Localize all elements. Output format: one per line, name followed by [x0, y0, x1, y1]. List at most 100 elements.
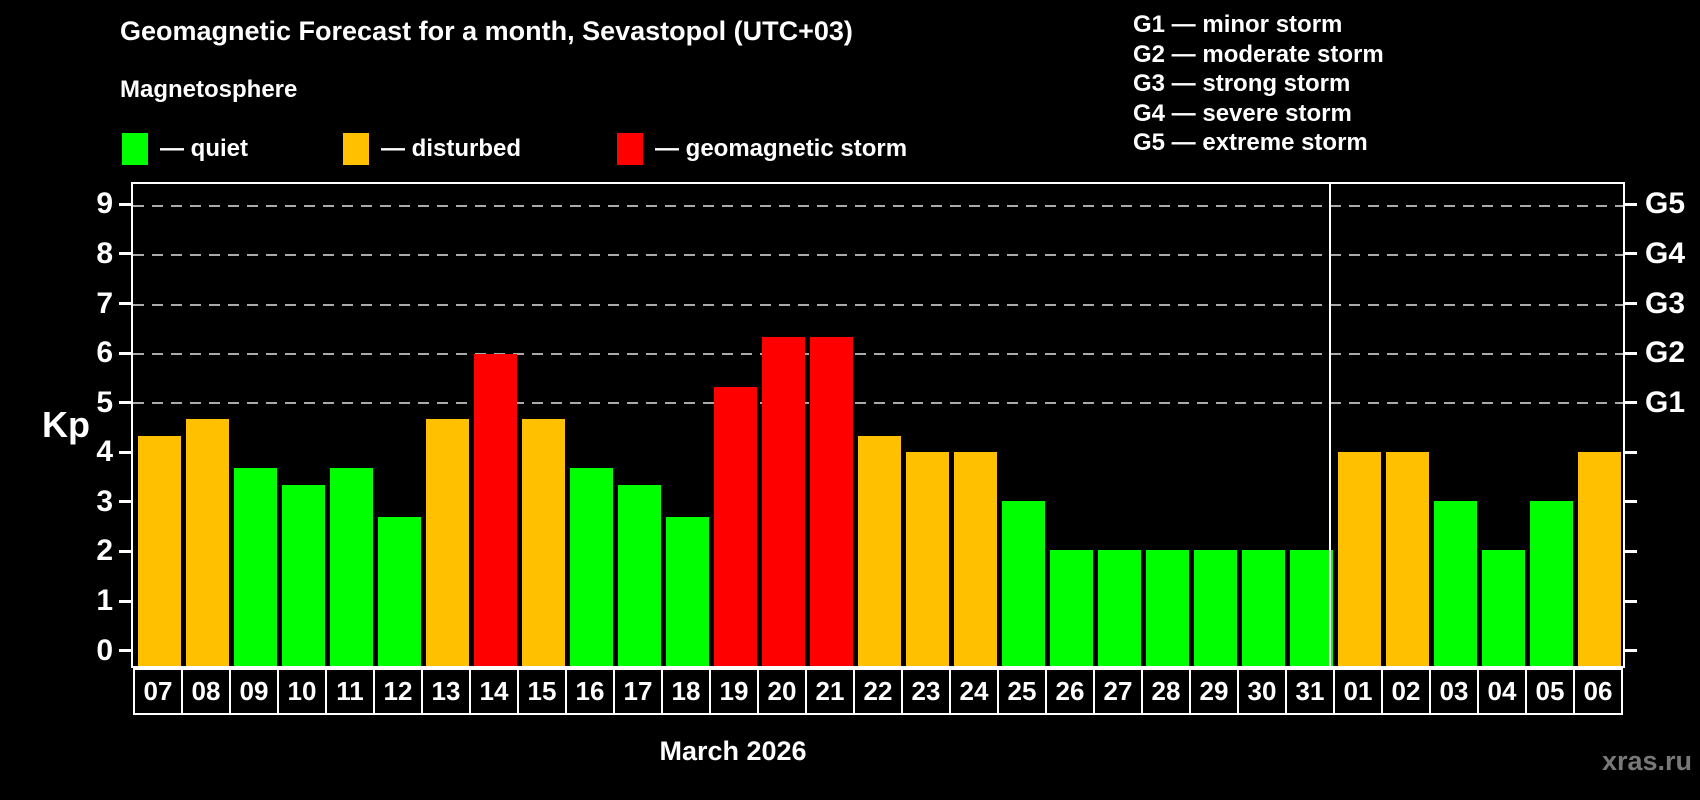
g-label-G1: G1 — [1645, 385, 1686, 419]
storm-scale-legend: G1 — minor storm G2 — moderate storm G3 — … — [1133, 10, 1384, 158]
legend-label-disturbed: — disturbed — [381, 135, 522, 162]
legend-swatch-disturbed — [343, 133, 369, 165]
bar-day-11 — [330, 468, 373, 666]
day-label-08: 08 — [181, 668, 231, 715]
day-label-05: 05 — [1525, 668, 1575, 715]
chart-subtitle: Magnetosphere — [120, 76, 298, 103]
y-tick-label-3: 3 — [96, 484, 113, 518]
bar-day-19 — [714, 386, 757, 666]
bar-day-16 — [570, 468, 613, 666]
legend-label-storm: — geomagnetic storm — [655, 135, 908, 162]
g-label-G4: G4 — [1645, 236, 1686, 270]
y-tick-right-8 — [1625, 252, 1637, 256]
bar-day-27 — [1098, 550, 1141, 666]
day-label-16: 16 — [565, 668, 615, 715]
gridline-kp-9 — [133, 205, 1623, 208]
y-tick-left-6 — [119, 351, 131, 355]
bar-day-21 — [810, 337, 853, 666]
y-tick-left-7 — [119, 302, 131, 305]
day-label-23: 23 — [901, 668, 951, 715]
bar-day-15 — [522, 419, 565, 666]
y-tick-right-0 — [1625, 649, 1637, 653]
y-tick-right-1 — [1625, 599, 1637, 603]
y-tick-label-8: 8 — [96, 236, 113, 270]
day-label-19: 19 — [709, 668, 759, 715]
y-tick-right-9 — [1625, 202, 1637, 206]
day-label-10: 10 — [277, 668, 327, 715]
day-label-17: 17 — [613, 668, 663, 715]
bar-day-22 — [858, 435, 901, 666]
bar-day-04 — [1482, 550, 1525, 666]
y-tick-left-9 — [119, 202, 131, 206]
bar-day-03 — [1434, 501, 1477, 666]
y-tick-left-5 — [119, 401, 131, 405]
bar-day-07 — [138, 435, 181, 666]
bar-day-26 — [1050, 550, 1093, 666]
day-label-06: 06 — [1573, 668, 1623, 715]
gridline-kp-5 — [133, 401, 1623, 404]
bar-day-06 — [1578, 452, 1621, 666]
storm-scale-line-5: G5 — extreme storm — [1133, 129, 1368, 156]
day-label-07: 07 — [133, 668, 183, 715]
gridline-kp-8 — [133, 254, 1623, 257]
y-tick-left-8 — [119, 252, 131, 256]
y-tick-label-5: 5 — [96, 385, 113, 419]
bar-day-24 — [954, 452, 997, 666]
legend-swatch-storm — [617, 133, 643, 165]
bar-day-20 — [762, 337, 805, 666]
bar-day-17 — [618, 485, 661, 666]
bar-day-14 — [474, 353, 517, 666]
bar-day-29 — [1194, 550, 1237, 666]
y-tick-label-9: 9 — [96, 187, 113, 221]
y-axis-title: Kp — [42, 404, 90, 445]
y-tick-label-4: 4 — [96, 435, 113, 469]
legend-swatch-quiet — [122, 133, 148, 165]
day-label-18: 18 — [661, 668, 711, 715]
day-label-21: 21 — [805, 668, 855, 715]
day-label-14: 14 — [469, 668, 519, 715]
month-divider-line — [1329, 184, 1331, 666]
y-tick-right-5 — [1625, 401, 1637, 405]
day-label-09: 09 — [229, 668, 279, 715]
bar-day-25 — [1002, 501, 1045, 666]
day-label-01: 01 — [1333, 668, 1383, 715]
y-tick-label-7: 7 — [96, 286, 113, 320]
y-tick-right-2 — [1625, 549, 1637, 553]
gridline-kp-6 — [133, 352, 1623, 355]
bar-day-09 — [234, 468, 277, 666]
bar-day-13 — [426, 419, 469, 666]
g-label-G3: G3 — [1645, 286, 1686, 320]
month-label: March 2026 — [659, 736, 807, 766]
day-label-12: 12 — [373, 668, 423, 715]
y-tick-left-1 — [119, 599, 131, 603]
day-label-03: 03 — [1429, 668, 1479, 715]
y-tick-right-6 — [1625, 351, 1637, 355]
y-tick-label-1: 1 — [96, 584, 113, 618]
day-label-15: 15 — [517, 668, 567, 715]
day-label-25: 25 — [997, 668, 1047, 715]
bar-day-02 — [1386, 452, 1429, 666]
y-tick-left-2 — [119, 549, 131, 553]
y-tick-left-3 — [119, 500, 131, 504]
day-label-31: 31 — [1285, 668, 1335, 715]
legend-item-disturbed: — disturbed — [343, 133, 521, 165]
day-label-13: 13 — [421, 668, 471, 715]
storm-scale-line-4: G4 — severe storm — [1133, 99, 1352, 127]
y-tick-right-4 — [1625, 450, 1637, 454]
y-tick-left-0 — [119, 649, 131, 653]
bar-day-12 — [378, 517, 421, 666]
gridline-kp-7 — [133, 303, 1623, 306]
bar-day-10 — [282, 485, 325, 666]
y-tick-right-7 — [1625, 302, 1637, 305]
bar-day-30 — [1242, 550, 1285, 666]
y-tick-left-4 — [119, 450, 131, 454]
y-tick-label-2: 2 — [96, 534, 113, 568]
y-tick-label-6: 6 — [96, 336, 113, 370]
bar-day-08 — [186, 419, 229, 666]
legend-item-storm: — geomagnetic storm — [617, 133, 907, 165]
bar-day-18 — [666, 517, 709, 666]
day-label-02: 02 — [1381, 668, 1431, 715]
storm-scale-line-1: G1 — minor storm — [1133, 11, 1343, 38]
y-tick-label-0: 0 — [96, 633, 113, 667]
day-label-28: 28 — [1141, 668, 1191, 715]
